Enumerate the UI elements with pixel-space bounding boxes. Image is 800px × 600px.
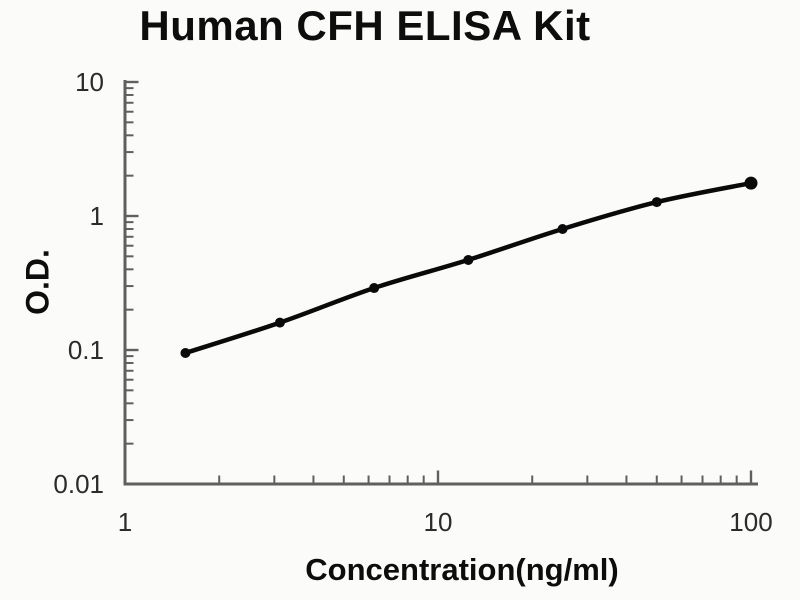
data-point xyxy=(744,176,758,190)
x-tick-label: 100 xyxy=(729,507,772,537)
data-point xyxy=(180,347,191,358)
x-tick-label: 1 xyxy=(118,507,132,537)
x-axis-label: Concentration(ng/ml) xyxy=(305,552,619,587)
y-tick-label: 1 xyxy=(90,201,104,231)
y-tick-label: 10 xyxy=(75,67,104,97)
data-point xyxy=(463,254,474,265)
data-point xyxy=(651,197,662,208)
data-point xyxy=(274,317,285,328)
y-tick-label: 0.1 xyxy=(68,335,104,365)
curve-path xyxy=(183,180,754,356)
y-tick-label: 0.01 xyxy=(53,469,104,499)
chart-title: Human CFH ELISA Kit xyxy=(139,2,591,49)
data-point xyxy=(557,223,568,234)
data-point xyxy=(369,283,380,294)
x-tick-label: 10 xyxy=(424,507,453,537)
